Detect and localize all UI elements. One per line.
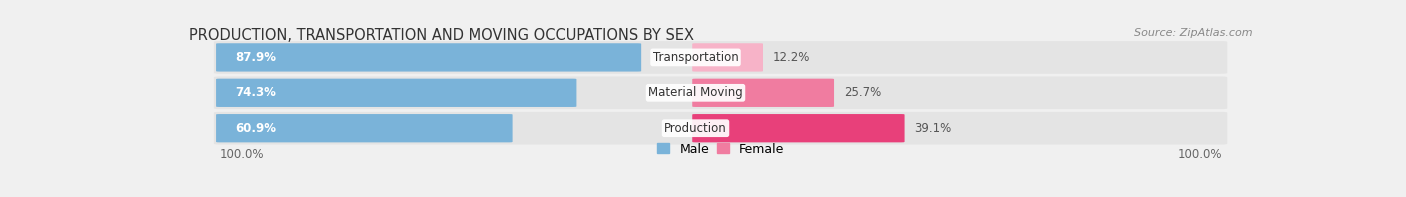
Text: PRODUCTION, TRANSPORTATION AND MOVING OCCUPATIONS BY SEX: PRODUCTION, TRANSPORTATION AND MOVING OC… <box>188 28 693 43</box>
Text: Production: Production <box>664 122 727 135</box>
FancyBboxPatch shape <box>217 43 641 72</box>
FancyBboxPatch shape <box>217 114 513 142</box>
FancyBboxPatch shape <box>692 114 904 142</box>
Text: 12.2%: 12.2% <box>773 51 810 64</box>
Text: 25.7%: 25.7% <box>844 86 882 99</box>
Text: Source: ZipAtlas.com: Source: ZipAtlas.com <box>1133 28 1253 38</box>
Text: 60.9%: 60.9% <box>236 122 277 135</box>
FancyBboxPatch shape <box>692 43 763 72</box>
Text: 100.0%: 100.0% <box>219 148 264 161</box>
Legend: Male, Female: Male, Female <box>657 143 785 156</box>
Text: 74.3%: 74.3% <box>236 86 277 99</box>
FancyBboxPatch shape <box>217 79 576 107</box>
FancyBboxPatch shape <box>214 112 1227 145</box>
Text: 87.9%: 87.9% <box>236 51 277 64</box>
FancyBboxPatch shape <box>214 41 1227 74</box>
Text: 39.1%: 39.1% <box>914 122 952 135</box>
Text: 100.0%: 100.0% <box>1177 148 1222 161</box>
Text: Material Moving: Material Moving <box>648 86 742 99</box>
FancyBboxPatch shape <box>692 79 834 107</box>
FancyBboxPatch shape <box>214 76 1227 109</box>
Text: Transportation: Transportation <box>652 51 738 64</box>
